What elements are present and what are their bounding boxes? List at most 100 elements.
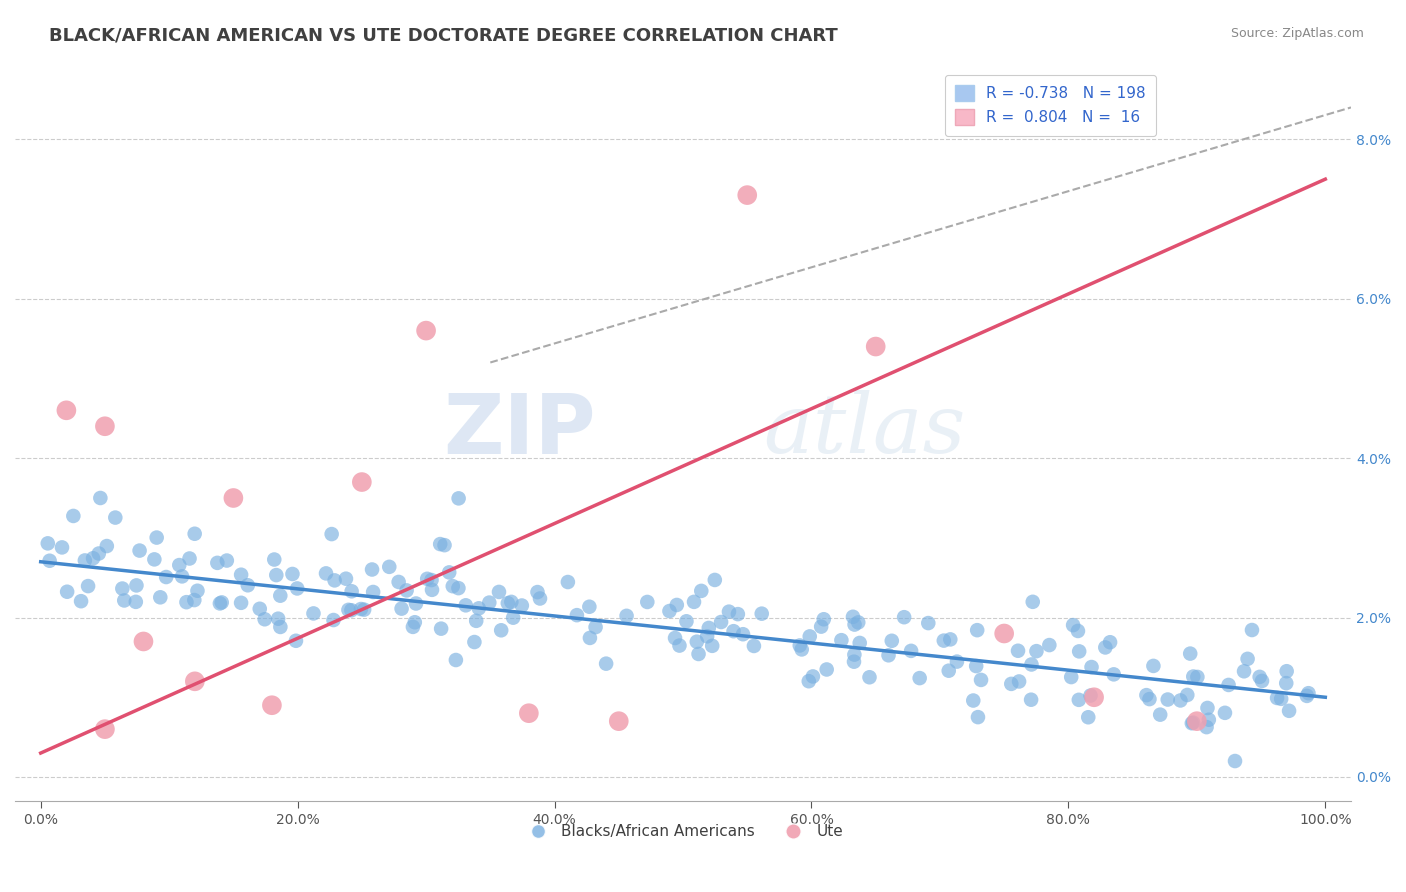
Point (170, 569, 193, 583)
Point (465, 614, 488, 628)
Point (844, 648, 866, 662)
Point (447, 491, 470, 506)
Point (810, 619, 832, 633)
Point (62, 508, 84, 523)
Point (56, 584, 79, 599)
Point (266, 568, 288, 582)
Point (249, 601, 271, 615)
Point (236, 578, 259, 592)
Point (799, 629, 821, 643)
Point (1019, 692, 1042, 706)
Point (813, 612, 835, 626)
Point (683, 595, 706, 609)
Point (789, 639, 811, 653)
Point (96, 539, 118, 553)
Point (993, 626, 1015, 640)
Point (1083, 690, 1105, 705)
Point (111, 582, 134, 596)
Point (429, 537, 451, 551)
Point (112, 593, 135, 607)
Point (710, 615, 733, 629)
Point (391, 601, 413, 615)
Point (731, 627, 754, 641)
Point (880, 633, 903, 648)
Point (1021, 657, 1043, 672)
Point (585, 620, 607, 634)
Point (830, 633, 852, 648)
Point (966, 623, 988, 637)
Point (1099, 635, 1122, 649)
Point (965, 659, 987, 673)
Point (437, 566, 460, 580)
Point (420, 582, 443, 597)
Point (1038, 638, 1060, 652)
Point (1094, 640, 1116, 655)
Point (51, 541, 73, 555)
Point (848, 636, 870, 650)
Point (253, 612, 276, 626)
Point (404, 615, 426, 630)
Point (702, 639, 724, 653)
Point (668, 639, 690, 653)
Point (353, 602, 375, 616)
Point (350, 602, 373, 616)
Point (1195, 720, 1218, 734)
Point (1275, 664, 1298, 678)
Point (463, 635, 485, 649)
Point (430, 622, 453, 636)
Point (970, 673, 993, 687)
Point (735, 188, 758, 202)
Point (285, 582, 308, 596)
Point (55, 403, 77, 417)
Point (938, 664, 960, 678)
Point (686, 634, 709, 648)
Point (1251, 673, 1274, 688)
Point (489, 624, 512, 638)
Point (932, 633, 955, 648)
Point (501, 595, 523, 609)
Point (1213, 706, 1236, 720)
Point (104, 510, 127, 524)
Point (207, 556, 229, 570)
Point (967, 710, 990, 724)
Point (454, 599, 477, 613)
Point (222, 491, 245, 505)
Point (267, 612, 290, 626)
Point (962, 693, 984, 707)
Point (208, 596, 231, 610)
Point (1185, 714, 1208, 728)
Point (315, 566, 337, 581)
Point (1181, 716, 1204, 731)
Point (858, 670, 880, 684)
Point (155, 570, 177, 584)
Point (751, 607, 773, 621)
Point (73, 553, 96, 567)
Point (468, 601, 491, 615)
Point (1157, 692, 1180, 706)
Legend: Blacks/African Americans, Ute: Blacks/African Americans, Ute (517, 818, 849, 845)
Point (510, 599, 533, 613)
Point (128, 543, 150, 558)
Point (877, 648, 900, 663)
Text: BLACK/AFRICAN AMERICAN VS UTE DOCTORATE DEGREE CORRELATION CHART: BLACK/AFRICAN AMERICAN VS UTE DOCTORATE … (49, 27, 838, 45)
Point (1249, 670, 1271, 684)
Point (402, 620, 425, 634)
Point (865, 340, 887, 354)
Point (1223, 754, 1246, 768)
Point (616, 608, 638, 623)
Point (842, 609, 865, 624)
Point (1275, 676, 1298, 690)
Point (517, 706, 540, 721)
Point (70, 594, 93, 608)
Point (323, 574, 346, 588)
Point (335, 572, 357, 586)
Point (281, 566, 304, 581)
Point (529, 591, 551, 606)
Point (125, 595, 148, 609)
Point (690, 583, 713, 598)
Point (1142, 659, 1164, 673)
Point (502, 610, 524, 624)
Point (1270, 691, 1292, 706)
Point (1198, 713, 1220, 727)
Point (565, 608, 588, 623)
